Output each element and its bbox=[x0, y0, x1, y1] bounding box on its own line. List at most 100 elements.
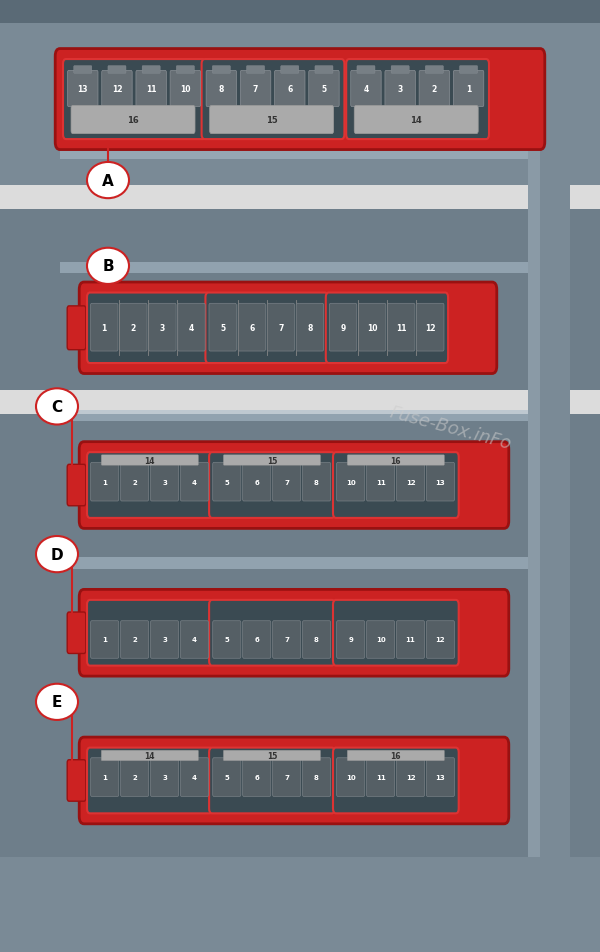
Text: B: B bbox=[102, 259, 114, 274]
Text: 10: 10 bbox=[180, 85, 191, 94]
Text: 12: 12 bbox=[406, 774, 415, 781]
Text: 6: 6 bbox=[249, 324, 254, 332]
Text: 7: 7 bbox=[284, 637, 289, 643]
FancyBboxPatch shape bbox=[358, 304, 386, 351]
FancyBboxPatch shape bbox=[242, 758, 271, 797]
Text: 10: 10 bbox=[346, 479, 356, 486]
FancyBboxPatch shape bbox=[223, 750, 320, 761]
FancyBboxPatch shape bbox=[205, 293, 328, 364]
FancyBboxPatch shape bbox=[178, 304, 205, 351]
Text: 6: 6 bbox=[254, 637, 259, 643]
FancyBboxPatch shape bbox=[79, 589, 509, 676]
Text: 5: 5 bbox=[220, 324, 225, 332]
Text: 5: 5 bbox=[322, 85, 326, 94]
Text: 6: 6 bbox=[254, 479, 259, 486]
Text: 16: 16 bbox=[391, 751, 401, 760]
Text: 10: 10 bbox=[376, 637, 385, 643]
Text: 3: 3 bbox=[398, 85, 403, 94]
Text: 4: 4 bbox=[192, 637, 197, 643]
FancyBboxPatch shape bbox=[329, 304, 357, 351]
Text: 1: 1 bbox=[102, 637, 107, 643]
FancyBboxPatch shape bbox=[416, 304, 444, 351]
Bar bbox=[0, 186, 600, 209]
Bar bbox=[60, 558, 528, 569]
FancyBboxPatch shape bbox=[91, 758, 119, 797]
FancyBboxPatch shape bbox=[0, 414, 600, 562]
FancyBboxPatch shape bbox=[397, 758, 425, 797]
Text: 12: 12 bbox=[425, 324, 436, 332]
Text: 2: 2 bbox=[131, 324, 136, 332]
FancyBboxPatch shape bbox=[209, 304, 236, 351]
FancyBboxPatch shape bbox=[354, 107, 478, 134]
FancyBboxPatch shape bbox=[142, 67, 160, 74]
FancyBboxPatch shape bbox=[315, 67, 333, 74]
FancyBboxPatch shape bbox=[267, 304, 295, 351]
FancyBboxPatch shape bbox=[149, 304, 176, 351]
FancyBboxPatch shape bbox=[357, 67, 375, 74]
FancyBboxPatch shape bbox=[333, 600, 459, 666]
FancyBboxPatch shape bbox=[351, 71, 381, 108]
FancyBboxPatch shape bbox=[337, 463, 365, 502]
FancyBboxPatch shape bbox=[209, 600, 335, 666]
Bar bbox=[60, 410, 528, 422]
Text: 16: 16 bbox=[391, 456, 401, 465]
Text: 11: 11 bbox=[406, 637, 415, 643]
Text: 8: 8 bbox=[314, 774, 319, 781]
Text: 7: 7 bbox=[284, 774, 289, 781]
Text: 1: 1 bbox=[466, 85, 471, 94]
FancyBboxPatch shape bbox=[212, 67, 230, 74]
FancyBboxPatch shape bbox=[247, 67, 265, 74]
FancyBboxPatch shape bbox=[302, 758, 331, 797]
FancyBboxPatch shape bbox=[151, 758, 179, 797]
Ellipse shape bbox=[36, 537, 78, 573]
Bar bbox=[60, 149, 528, 160]
FancyBboxPatch shape bbox=[209, 453, 335, 518]
FancyBboxPatch shape bbox=[427, 758, 455, 797]
Text: 3: 3 bbox=[160, 324, 165, 332]
FancyBboxPatch shape bbox=[91, 304, 118, 351]
FancyBboxPatch shape bbox=[0, 200, 600, 390]
FancyBboxPatch shape bbox=[242, 621, 271, 659]
Text: 14: 14 bbox=[410, 116, 422, 125]
Text: A: A bbox=[102, 173, 114, 188]
Text: 8: 8 bbox=[307, 324, 313, 332]
FancyBboxPatch shape bbox=[119, 304, 147, 351]
Text: 4: 4 bbox=[192, 479, 197, 486]
FancyBboxPatch shape bbox=[101, 750, 199, 761]
FancyBboxPatch shape bbox=[67, 307, 86, 350]
FancyBboxPatch shape bbox=[212, 758, 241, 797]
Text: D: D bbox=[50, 547, 64, 562]
FancyBboxPatch shape bbox=[79, 283, 497, 374]
Text: 7: 7 bbox=[278, 324, 284, 332]
FancyBboxPatch shape bbox=[272, 758, 301, 797]
Text: 1: 1 bbox=[102, 774, 107, 781]
FancyBboxPatch shape bbox=[223, 455, 320, 466]
FancyBboxPatch shape bbox=[101, 455, 199, 466]
FancyBboxPatch shape bbox=[427, 463, 455, 502]
FancyBboxPatch shape bbox=[74, 67, 92, 74]
FancyBboxPatch shape bbox=[337, 621, 365, 659]
Text: 12: 12 bbox=[436, 637, 445, 643]
FancyBboxPatch shape bbox=[79, 443, 509, 529]
Text: 3: 3 bbox=[162, 479, 167, 486]
FancyBboxPatch shape bbox=[367, 621, 395, 659]
FancyBboxPatch shape bbox=[272, 621, 301, 659]
FancyBboxPatch shape bbox=[209, 107, 334, 134]
Text: Fuse-Box.inFo: Fuse-Box.inFo bbox=[387, 404, 513, 453]
Text: 9: 9 bbox=[348, 637, 353, 643]
Text: 13: 13 bbox=[436, 479, 445, 486]
Text: 3: 3 bbox=[162, 774, 167, 781]
FancyBboxPatch shape bbox=[385, 71, 415, 108]
FancyBboxPatch shape bbox=[87, 293, 209, 364]
FancyBboxPatch shape bbox=[108, 67, 126, 74]
Text: 11: 11 bbox=[376, 774, 385, 781]
FancyBboxPatch shape bbox=[346, 60, 489, 140]
Ellipse shape bbox=[87, 248, 129, 285]
FancyBboxPatch shape bbox=[79, 738, 509, 824]
FancyBboxPatch shape bbox=[333, 748, 459, 813]
Bar bbox=[60, 263, 528, 274]
Text: 1: 1 bbox=[101, 324, 107, 332]
FancyBboxPatch shape bbox=[151, 463, 179, 502]
Text: 2: 2 bbox=[132, 774, 137, 781]
FancyBboxPatch shape bbox=[397, 621, 425, 659]
